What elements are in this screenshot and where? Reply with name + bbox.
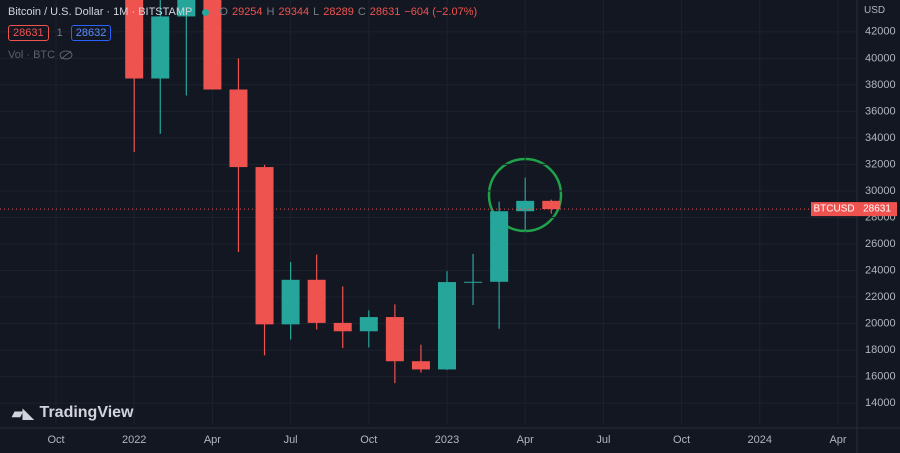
status-dot: [202, 8, 210, 16]
ohlc-label: H: [266, 6, 275, 18]
ohlc-label: O: [219, 6, 228, 18]
logo-mark: ▰◣: [12, 404, 34, 421]
bid[interactable]: 28631: [8, 25, 49, 41]
y-tick-label: 16000: [865, 371, 896, 383]
y-tick-label: 22000: [865, 291, 896, 303]
y-tick-label: 34000: [865, 132, 896, 144]
y-tick-label: 32000: [865, 158, 896, 170]
ohlc-label: C: [357, 6, 366, 18]
candle-body: [385, 317, 404, 362]
ohlc-label: L: [313, 6, 320, 18]
logo: ▰◣ TradingView: [12, 404, 134, 422]
x-tick-label: Oct: [47, 434, 64, 446]
ohlc-value: 29254: [231, 6, 263, 18]
ohlc-value: 28631: [369, 6, 401, 18]
candle-body: [307, 279, 326, 323]
x-tick-label: 2022: [122, 434, 146, 446]
currency[interactable]: USD: [864, 5, 886, 16]
x-tick-label: 2024: [748, 434, 772, 446]
price-label-box: [811, 202, 857, 217]
quote-row: 28631 1 28632: [8, 25, 112, 41]
candle-body: [255, 167, 274, 325]
candle-body: [411, 361, 430, 370]
volume-label: Vol · BTC: [8, 49, 56, 61]
y-tick-label: 20000: [865, 317, 896, 329]
candle-body: [203, 0, 222, 90]
y-tick-label: 42000: [865, 26, 896, 38]
x-tick-label: Jul: [284, 434, 298, 446]
price-value: 28631: [863, 204, 891, 215]
y-tick-label: 38000: [865, 79, 896, 91]
candle-body: [438, 282, 456, 370]
y-tick-label: 24000: [865, 264, 896, 276]
candle-body: [333, 322, 352, 332]
candle-body: [229, 89, 248, 168]
ohlc-value: 28289: [323, 6, 354, 18]
eye-icon[interactable]: [59, 50, 73, 60]
price-value-box: [857, 202, 897, 217]
y-tick-label: 18000: [865, 344, 896, 356]
price-line-label: BTCUSD: [813, 204, 854, 215]
symbol: Bitcoin / U.S. Dollar · 1M · BITSTAMP: [8, 6, 193, 18]
plot-area: [0, 0, 857, 425]
ohlc-value: 29344: [278, 6, 310, 18]
y-tick-label: 40000: [865, 52, 896, 64]
candle-body: [464, 281, 483, 283]
y-tick-label: 30000: [865, 185, 896, 197]
candle-body: [151, 16, 170, 79]
x-tick-label: Apr: [204, 434, 221, 446]
volume-row: Vol · BTC: [8, 49, 73, 61]
candle-body: [177, 0, 196, 17]
ask[interactable]: 28632: [70, 25, 112, 41]
x-tick-label: Jul: [596, 434, 610, 446]
y-tick-label: 26000: [865, 238, 896, 250]
y-tick-label: 14000: [865, 397, 896, 409]
candle-body: [542, 200, 561, 210]
candle-body: [281, 279, 300, 325]
candle-body: [125, 0, 144, 79]
candle-body: [490, 211, 509, 282]
change: −604 (−2.07%): [404, 6, 478, 18]
x-tick-label: 2023: [435, 434, 459, 446]
candle-body: [359, 317, 378, 332]
x-tick-label: Oct: [673, 434, 690, 446]
x-tick-label: Apr: [829, 434, 846, 446]
logo-text: TradingView: [39, 404, 134, 421]
x-tick-label: Apr: [517, 434, 534, 446]
x-tick-label: Oct: [360, 434, 377, 446]
candle-body: [516, 200, 535, 212]
y-tick-label: 36000: [865, 105, 896, 117]
spread: 1: [56, 27, 63, 39]
